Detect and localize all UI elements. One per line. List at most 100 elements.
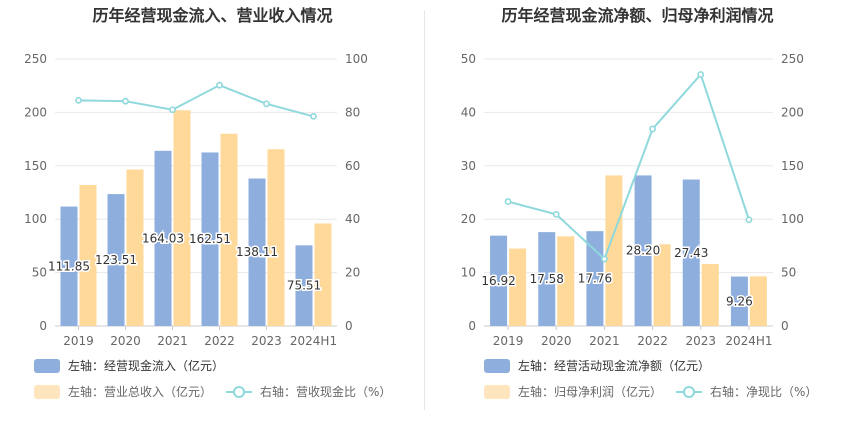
bar-primary bbox=[730, 276, 748, 326]
legend-label: 右轴：净现比（%） bbox=[710, 385, 818, 399]
x-tick-label: 2020 bbox=[110, 334, 141, 345]
line-point bbox=[649, 125, 656, 133]
x-tick-label: 2023 bbox=[251, 334, 282, 345]
legend-item-cash-ratio[interactable]: 右轴：营收现金比（%） bbox=[226, 383, 391, 400]
data-label: 28.20 bbox=[626, 244, 660, 258]
y-right-tick-label: 100 bbox=[781, 212, 804, 226]
y-left-tick-label: 250 bbox=[24, 52, 47, 66]
y-left-tick-label: 30 bbox=[461, 159, 476, 173]
y-right-tick-label: 20 bbox=[345, 266, 360, 280]
bar-primary bbox=[634, 175, 652, 326]
y-left-tick-label: 20 bbox=[461, 212, 476, 226]
y-left-tick-label: 150 bbox=[24, 159, 47, 173]
legend-swatch bbox=[34, 384, 60, 399]
bar-primary bbox=[60, 206, 78, 326]
bar-secondary bbox=[509, 248, 527, 326]
legend-row-2: 左轴：营业总收入（亿元） 右轴：营收现金比（%） bbox=[34, 383, 405, 400]
y-right-tick-label: 200 bbox=[781, 105, 804, 119]
y-left-tick-label: 50 bbox=[461, 52, 476, 66]
y-left-tick-label: 200 bbox=[24, 105, 47, 119]
legend-item-revenue[interactable]: 左轴：营业总收入（亿元） bbox=[34, 383, 212, 400]
legend-item-net-cash-ratio[interactable]: 右轴：净现比（%） bbox=[676, 383, 817, 400]
bar-secondary bbox=[701, 264, 719, 326]
line-point bbox=[169, 106, 176, 114]
y-right-tick-label: 250 bbox=[781, 52, 804, 66]
y-right-tick-label: 40 bbox=[345, 212, 360, 226]
y-right-tick-label: 60 bbox=[345, 159, 360, 173]
legend-row-1: 左轴：经营现金流入（亿元） bbox=[34, 357, 238, 374]
legend-item-net-profit[interactable]: 左轴：归母净利润（亿元） bbox=[484, 383, 662, 400]
y-right-tick-label: 100 bbox=[345, 52, 368, 66]
x-tick-label: 2020 bbox=[541, 334, 572, 345]
y-left-tick-label: 100 bbox=[24, 212, 47, 226]
x-tick-label: 2024H1 bbox=[725, 334, 772, 345]
bar-primary bbox=[538, 232, 556, 326]
y-left-tick-label: 0 bbox=[39, 319, 47, 333]
legend-row-1: 左轴：经营活动现金流净额（亿元） bbox=[484, 357, 724, 374]
legend-item-net-cash-flow[interactable]: 左轴：经营活动现金流净额（亿元） bbox=[484, 357, 710, 374]
bar-secondary bbox=[557, 236, 575, 326]
line-point bbox=[75, 96, 82, 104]
legend-label: 左轴：营业总收入（亿元） bbox=[68, 385, 213, 399]
legend-label: 右轴：营收现金比（%） bbox=[260, 385, 392, 399]
panel-divider bbox=[424, 10, 425, 410]
bar-primary bbox=[154, 150, 172, 326]
y-right-tick-label: 80 bbox=[345, 105, 360, 119]
chart-title: 历年经营现金流净额、归母净利润情况 bbox=[501, 6, 774, 25]
data-label: 17.76 bbox=[578, 272, 612, 286]
line-point bbox=[552, 210, 560, 218]
bar-primary bbox=[295, 245, 313, 326]
data-label: 111.85 bbox=[48, 259, 90, 273]
y-left-tick-label: 0 bbox=[468, 319, 476, 333]
ratio-line bbox=[78, 84, 314, 118]
x-tick-label: 2019 bbox=[493, 334, 524, 345]
y-left-tick-label: 10 bbox=[461, 266, 476, 280]
line-point bbox=[504, 198, 512, 205]
bar-primary bbox=[201, 152, 219, 326]
legend-swatch bbox=[34, 358, 60, 373]
bar-secondary bbox=[173, 110, 191, 326]
y-left-tick-label: 40 bbox=[461, 105, 476, 119]
bar-primary bbox=[248, 178, 266, 326]
data-label: 16.92 bbox=[481, 274, 515, 288]
bar-primary bbox=[490, 235, 508, 326]
data-label: 17.58 bbox=[530, 272, 564, 286]
line-point bbox=[216, 81, 223, 89]
x-tick-label: 2022 bbox=[204, 334, 235, 345]
x-tick-label: 2022 bbox=[637, 334, 668, 345]
x-tick-label: 2024H1 bbox=[290, 334, 337, 345]
bar-secondary bbox=[314, 223, 332, 326]
data-label: 162.51 bbox=[189, 232, 231, 246]
y-left-tick-label: 50 bbox=[32, 266, 47, 280]
chart-plot-cash-inflow: 0 50 100 150 200 250 0 20 40 60 80 100 2019 2020 2021 2… bbox=[24, 52, 368, 345]
legend-item-cash-inflow[interactable]: 左轴：经营现金流入（亿元） bbox=[34, 357, 224, 374]
bar-secondary bbox=[220, 133, 238, 326]
data-label: 164.03 bbox=[142, 231, 184, 245]
y-right-tick-label: 0 bbox=[345, 319, 353, 333]
line-marker-icon bbox=[676, 385, 703, 399]
x-tick-label: 2021 bbox=[589, 334, 620, 345]
legend-label: 左轴：归母净利润（亿元） bbox=[518, 385, 663, 399]
data-label: 27.43 bbox=[674, 246, 708, 260]
bar-secondary bbox=[79, 185, 97, 326]
data-label: 9.26 bbox=[726, 294, 753, 308]
y-right-tick-label: 0 bbox=[781, 319, 789, 333]
line-point bbox=[601, 255, 608, 263]
bar-secondary bbox=[267, 149, 285, 326]
data-label: 75.51 bbox=[287, 279, 321, 293]
left-chart-panel: 历年经营现金流入、营业收入情况 0 50 100 150 200 250 0 20 40 60 80… bbox=[24, 6, 405, 400]
bar-primary bbox=[682, 179, 700, 326]
legend-swatch bbox=[484, 384, 510, 399]
line-point bbox=[745, 216, 753, 224]
line-marker-icon bbox=[226, 385, 253, 399]
legend-label: 左轴：经营现金流入（亿元） bbox=[68, 359, 225, 373]
line-point bbox=[263, 100, 270, 108]
y-right-tick-label: 50 bbox=[781, 266, 796, 280]
line-point bbox=[122, 97, 129, 105]
bar-secondary bbox=[126, 169, 144, 326]
legend-label: 左轴：经营活动现金流净额（亿元） bbox=[518, 359, 711, 373]
chart-plot-net-cash-flow: 0 10 20 30 40 50 0 50 100 150 200 250 2019 2020 2021 20… bbox=[461, 52, 804, 345]
legend-swatch bbox=[484, 358, 510, 373]
bar-secondary bbox=[749, 276, 767, 326]
bar-primary bbox=[107, 194, 125, 326]
